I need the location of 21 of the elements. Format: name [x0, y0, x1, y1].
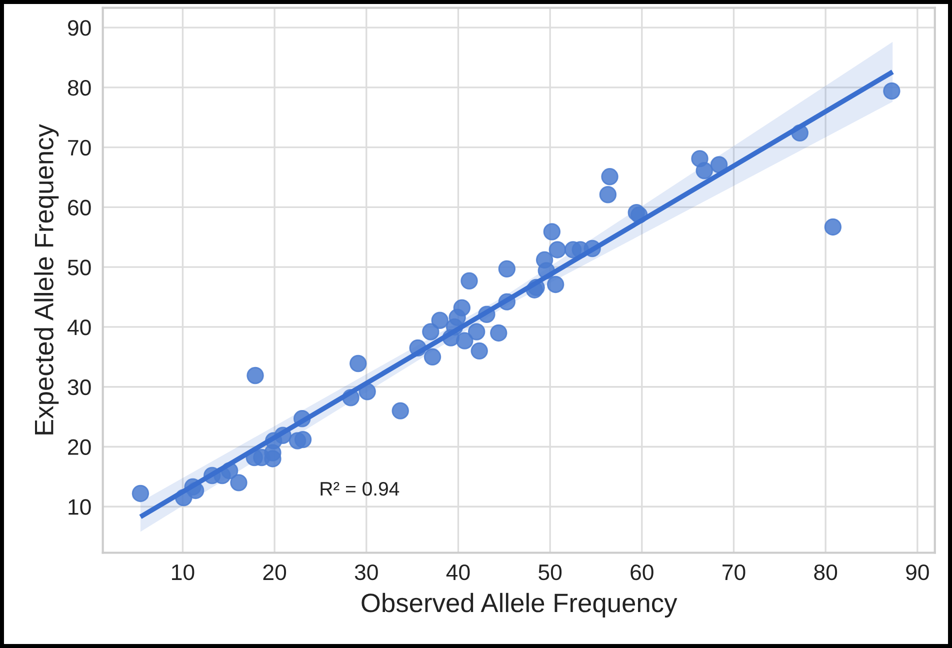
y-tick-label: 70: [68, 140, 91, 156]
x-tick-label: 40: [446, 564, 470, 580]
x-tick-label: 30: [354, 564, 378, 580]
y-tick-label: 90: [68, 20, 91, 36]
x-tick-label: 50: [538, 564, 562, 580]
y-tick-label: 20: [68, 439, 91, 456]
x-tick-label: 10: [172, 564, 194, 580]
y-tick-label: 80: [68, 80, 91, 96]
x-tick-label: 70: [722, 564, 746, 580]
y-tick-label: 60: [68, 200, 91, 216]
y-tick-label: 50: [68, 260, 91, 276]
y-tick-label: 10: [68, 499, 91, 515]
y-tick-label: 30: [68, 379, 91, 396]
x-tick-label: 80: [814, 564, 838, 580]
x-tick-label: 90: [906, 564, 929, 580]
y-axis-title: Expected Allele Frequency: [34, 124, 59, 434]
x-tick-label: 20: [263, 564, 286, 580]
x-axis-title: Observed Allele Frequency: [362, 592, 678, 618]
y-tick-label: 40: [68, 320, 91, 336]
x-tick-label: 60: [630, 564, 654, 580]
annotation: R² = 0.94: [320, 482, 400, 496]
